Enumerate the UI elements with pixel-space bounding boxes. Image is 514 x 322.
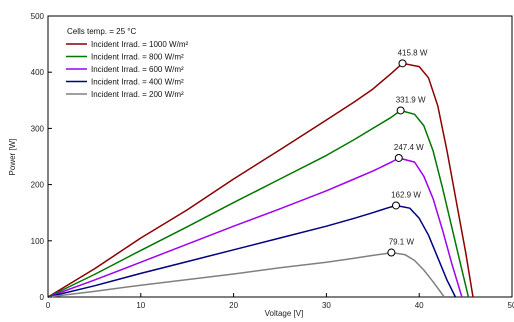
series-line-2	[47, 109, 470, 298]
peak-label-1: 415.8 W	[398, 48, 428, 57]
peak-label-4: 162.9 W	[391, 190, 421, 199]
x-tick-label: 20	[229, 301, 238, 310]
legend-label-2: Incident Irrad. = 800 W/m²	[91, 53, 184, 62]
peak-marker-1	[398, 59, 407, 68]
legend-label-3: Incident Irrad. = 600 W/m²	[91, 65, 184, 74]
legend-label-4: Incident Irrad. = 400 W/m²	[91, 78, 184, 87]
peak-label-5: 79.1 W	[389, 238, 415, 247]
legend-label-5: Incident Irrad. = 200 W/m²	[91, 90, 184, 99]
y-tick-label: 300	[31, 124, 45, 133]
y-tick-label: 500	[31, 12, 45, 21]
series-line-4	[47, 204, 457, 298]
y-tick-label: 400	[31, 68, 45, 77]
x-axis-title: Voltage [V]	[265, 309, 304, 318]
series-layer	[47, 62, 474, 298]
x-tick-label: 30	[322, 301, 331, 310]
peak-marker-3	[394, 153, 403, 162]
peak-label-3: 247.4 W	[394, 143, 424, 152]
peak-marker-4	[392, 201, 400, 210]
series-line-5	[47, 251, 445, 298]
peak-layer: 415.8 W 331.9 W 247.4 W 162.9 W 79.1 W	[387, 48, 428, 257]
y-tick-label: 0	[40, 293, 45, 302]
legend-title: Cells temp. = 25 °C	[67, 27, 136, 36]
peak-marker-5	[387, 248, 396, 257]
y-tick-label: 200	[31, 181, 45, 190]
y-tick-label: 100	[31, 237, 45, 246]
x-tick-label: 10	[136, 301, 145, 310]
y-axis: 0 100 200 300 400 500	[31, 12, 52, 302]
x-axis: 0 10 20 30 40 50	[46, 293, 514, 310]
x-tick-label: 0	[46, 301, 51, 310]
peak-label-2: 331.9 W	[396, 95, 426, 104]
peak-marker-2	[396, 106, 405, 115]
y-axis-title: Power [W]	[8, 139, 17, 176]
series-line-1	[47, 62, 474, 298]
legend: Cells temp. = 25 °C Incident Irrad. = 10…	[66, 27, 188, 99]
x-tick-label: 50	[508, 301, 514, 310]
x-tick-label: 40	[415, 301, 424, 310]
series-line-3	[47, 157, 463, 298]
legend-label-1: Incident Irrad. = 1000 W/m²	[91, 40, 188, 49]
plot-area: 415.8 W 331.9 W 247.4 W 162.9 W 79.1 W	[47, 15, 513, 298]
